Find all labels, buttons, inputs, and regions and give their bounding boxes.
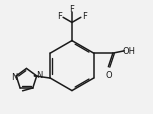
Text: N: N bbox=[36, 71, 42, 80]
Text: F: F bbox=[82, 12, 87, 21]
Text: F: F bbox=[69, 5, 74, 14]
Text: F: F bbox=[57, 12, 62, 21]
Text: O: O bbox=[105, 71, 112, 79]
Text: N: N bbox=[11, 72, 17, 81]
Text: OH: OH bbox=[123, 46, 136, 55]
